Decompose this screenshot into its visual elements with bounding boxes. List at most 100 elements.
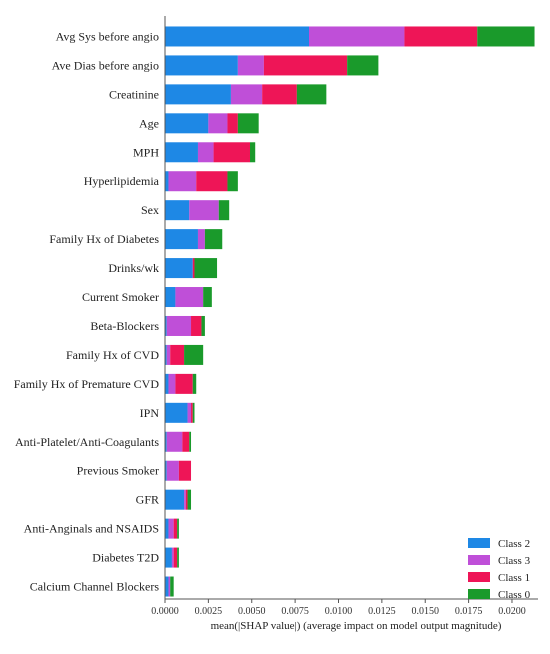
bar-anti-anginals-and-nsaids-class-1 bbox=[173, 518, 178, 539]
bar-beta-blockers-class-3 bbox=[166, 315, 192, 336]
bar-family-hx-of-premature-cvd-class-0 bbox=[192, 373, 197, 394]
bar-family-hx-of-cvd-class-0 bbox=[184, 344, 204, 365]
bar-anti-anginals-and-nsaids-class-3 bbox=[168, 518, 174, 539]
bar-mph-class-2 bbox=[165, 142, 198, 163]
bar-current-smoker-class-0 bbox=[203, 287, 212, 308]
x-axis-label: mean(|SHAP value|) (average impact on mo… bbox=[211, 620, 502, 632]
x-tick-label: 0.0075 bbox=[281, 606, 309, 617]
bar-age-class-1 bbox=[227, 113, 238, 134]
bar-family-hx-of-premature-cvd-class-2 bbox=[165, 373, 169, 394]
category-label: Ave Dias before angio bbox=[52, 58, 159, 72]
x-tick-label: 0.0125 bbox=[368, 606, 396, 617]
bar-diabetes-t2d-class-0 bbox=[177, 547, 179, 568]
bar-beta-blockers-class-2 bbox=[165, 315, 167, 336]
bar-beta-blockers-class-0 bbox=[201, 315, 205, 336]
bar-ipn-class-3 bbox=[187, 402, 192, 423]
bar-anti-anginals-and-nsaids-class-0 bbox=[177, 518, 179, 539]
bar-diabetes-t2d-class-3 bbox=[171, 547, 174, 568]
bar-hyperlipidemia-class-3 bbox=[168, 171, 197, 192]
x-tick-label: 0.0200 bbox=[498, 606, 526, 617]
bar-drinks-wk-class-0 bbox=[194, 258, 218, 279]
bar-mph-class-0 bbox=[250, 142, 256, 163]
bar-ave-dias-before-angio-class-3 bbox=[237, 55, 264, 76]
x-tick-label: 0.0050 bbox=[238, 606, 266, 617]
bar-family-hx-of-cvd-class-2 bbox=[165, 344, 167, 365]
x-tick-label: 0.0000 bbox=[151, 606, 179, 617]
bar-current-smoker-class-3 bbox=[175, 287, 204, 308]
x-tick-label: 0.0175 bbox=[455, 606, 483, 617]
bar-creatinine-class-1 bbox=[262, 84, 297, 105]
category-label: Family Hx of Premature CVD bbox=[14, 377, 160, 391]
bar-family-hx-of-premature-cvd-class-1 bbox=[175, 373, 193, 394]
bar-ipn-class-1 bbox=[191, 402, 193, 423]
bar-gfr-class-1 bbox=[185, 489, 188, 510]
bar-anti-platelet-anti-coagulants-class-1 bbox=[182, 431, 190, 452]
bar-anti-anginals-and-nsaids-class-2 bbox=[165, 518, 169, 539]
bar-hyperlipidemia-class-1 bbox=[196, 171, 228, 192]
category-label: Avg Sys before angio bbox=[56, 29, 159, 43]
category-label: Current Smoker bbox=[82, 290, 159, 304]
legend-swatch-class-3 bbox=[468, 555, 490, 565]
bar-current-smoker-class-2 bbox=[165, 287, 176, 308]
bar-creatinine-class-2 bbox=[165, 84, 231, 105]
bar-family-hx-of-diabetes-class-0 bbox=[204, 229, 223, 250]
bar-anti-platelet-anti-coagulants-class-3 bbox=[166, 431, 183, 452]
category-label: Age bbox=[139, 116, 159, 130]
category-label: Drinks/wk bbox=[108, 261, 159, 275]
category-label: Sex bbox=[141, 203, 159, 217]
category-label: Calcium Channel Blockers bbox=[30, 580, 160, 594]
bar-hyperlipidemia-class-0 bbox=[227, 171, 238, 192]
bar-family-hx-of-diabetes-class-2 bbox=[165, 229, 198, 250]
category-label: Beta-Blockers bbox=[90, 319, 159, 333]
bars-group bbox=[165, 26, 535, 597]
category-label: Family Hx of CVD bbox=[66, 348, 159, 362]
bar-diabetes-t2d-class-2 bbox=[165, 547, 172, 568]
legend: Class 2 Class 3 Class 1 Class 0 bbox=[468, 538, 531, 601]
bar-previous-smoker-class-1 bbox=[178, 460, 192, 481]
category-label: GFR bbox=[136, 493, 159, 507]
bar-ipn-class-0 bbox=[192, 402, 195, 423]
bar-avg-sys-before-angio-class-2 bbox=[165, 26, 309, 47]
bar-ave-dias-before-angio-class-0 bbox=[347, 55, 379, 76]
bar-diabetes-t2d-class-1 bbox=[173, 547, 178, 568]
bar-avg-sys-before-angio-class-3 bbox=[308, 26, 405, 47]
bar-anti-platelet-anti-coagulants-class-2 bbox=[165, 431, 167, 452]
bar-family-hx-of-premature-cvd-class-3 bbox=[168, 373, 176, 394]
bar-avg-sys-before-angio-class-0 bbox=[477, 26, 535, 47]
x-tick-label: 0.0150 bbox=[411, 606, 439, 617]
bar-previous-smoker-class-3 bbox=[166, 460, 179, 481]
x-axis: 0.0000 0.0025 0.0050 0.0075 0.0100 0.0125 0.01… bbox=[151, 16, 538, 617]
bar-previous-smoker-class-2 bbox=[165, 460, 167, 481]
bar-age-class-2 bbox=[165, 113, 209, 134]
x-tick-label: 0.0025 bbox=[195, 606, 223, 617]
legend-label-class-2: Class 2 bbox=[498, 538, 530, 550]
bar-gfr-class-3 bbox=[184, 489, 186, 510]
category-label: MPH bbox=[133, 145, 159, 159]
category-labels: Avg Sys before angio Ave Dias before angi… bbox=[14, 29, 160, 593]
legend-swatch-class-1 bbox=[468, 572, 490, 582]
legend-label-class-0: Class 0 bbox=[498, 589, 531, 601]
bar-age-class-0 bbox=[237, 113, 259, 134]
x-tick-label: 0.0100 bbox=[325, 606, 353, 617]
bar-creatinine-class-3 bbox=[230, 84, 263, 105]
legend-swatch-class-2 bbox=[468, 538, 490, 548]
bar-family-hx-of-cvd-class-3 bbox=[166, 344, 171, 365]
bar-mph-class-3 bbox=[197, 142, 214, 163]
bar-calcium-channel-blockers-class-3 bbox=[168, 576, 171, 597]
bar-hyperlipidemia-class-2 bbox=[165, 171, 169, 192]
bar-calcium-channel-blockers-class-2 bbox=[165, 576, 169, 597]
bar-sex-class-3 bbox=[189, 200, 219, 221]
bar-drinks-wk-class-2 bbox=[165, 258, 193, 279]
category-label: Previous Smoker bbox=[77, 464, 159, 478]
bar-ave-dias-before-angio-class-1 bbox=[263, 55, 348, 76]
bar-drinks-wk-class-1 bbox=[192, 258, 195, 279]
bar-anti-platelet-anti-coagulants-class-0 bbox=[189, 431, 192, 452]
legend-label-class-1: Class 1 bbox=[498, 572, 530, 584]
bar-gfr-class-0 bbox=[187, 489, 192, 510]
bar-family-hx-of-cvd-class-1 bbox=[170, 344, 185, 365]
bar-calcium-channel-blockers-class-0 bbox=[170, 576, 174, 597]
bar-creatinine-class-0 bbox=[296, 84, 327, 105]
bar-ave-dias-before-angio-class-2 bbox=[165, 55, 238, 76]
category-label: Anti-Platelet/Anti-Coagulants bbox=[15, 435, 159, 449]
